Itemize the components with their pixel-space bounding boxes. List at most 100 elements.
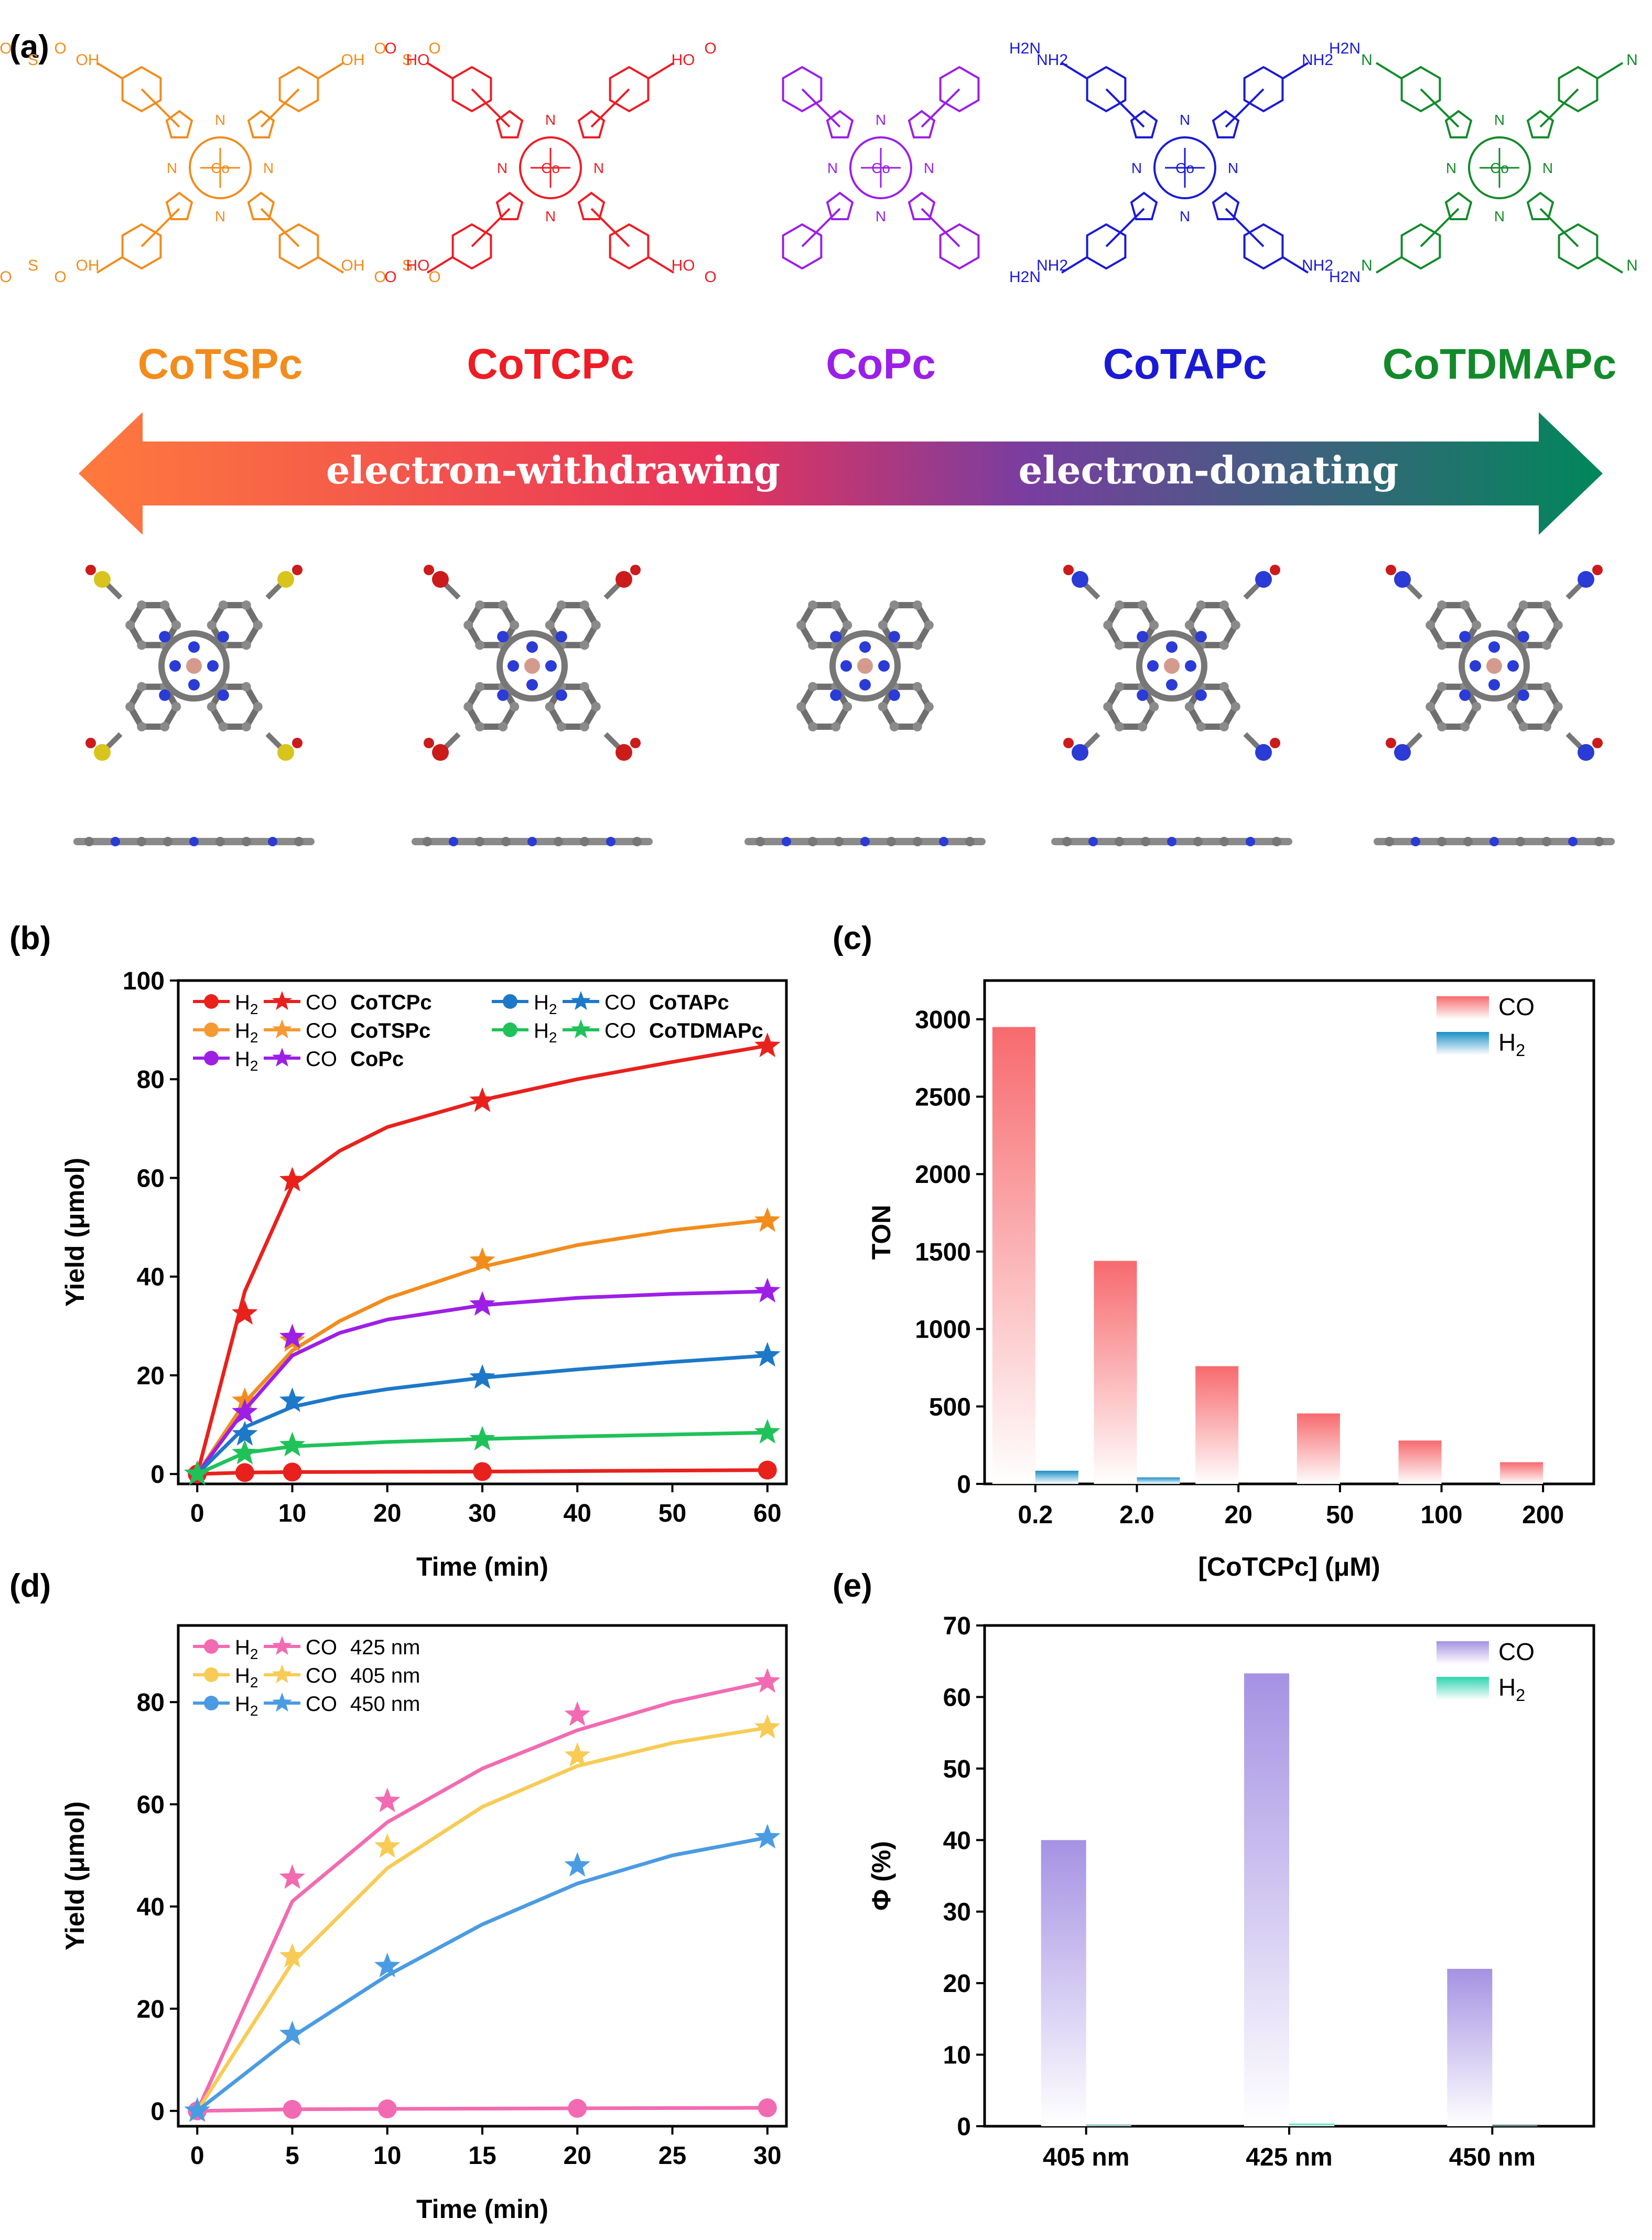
carbon-atom	[1518, 600, 1528, 610]
carbon-atom	[510, 702, 520, 712]
carbon-atom	[475, 640, 485, 650]
nitrogen-atom	[1470, 660, 1481, 672]
co-data-point	[469, 1087, 495, 1112]
benzene-ring	[1243, 223, 1284, 270]
ring-nitrogen-label: N	[827, 160, 838, 176]
y-axis-label: Φ (%)	[867, 1841, 896, 1911]
y-tick-label: 3000	[915, 1006, 971, 1034]
ring-nitrogen-label: N	[1542, 160, 1553, 176]
legend: CO H2	[1437, 1638, 1535, 1705]
legend-co-marker	[272, 991, 292, 1010]
carbon-atom	[579, 721, 589, 731]
legend-h2-label: H2	[235, 1693, 258, 1719]
carbon-atom	[1219, 682, 1229, 692]
series-cotcpc-h2	[188, 1460, 777, 1484]
legend-h2-label: H2	[235, 1636, 258, 1662]
ring-nitrogen-label: N	[263, 160, 274, 176]
carbon-atom	[463, 620, 473, 630]
carbon-atom	[1115, 682, 1125, 692]
substituent-atom	[616, 744, 632, 761]
fusion-bond	[921, 88, 960, 128]
metal-label: Co	[871, 160, 890, 176]
y-tick-label: 500	[929, 1393, 971, 1421]
substituent-atom-label: O	[54, 40, 66, 57]
carbon-atom	[1219, 721, 1229, 731]
h2-data-point	[473, 1462, 492, 1481]
substituent-atom	[277, 744, 294, 761]
bar-co	[992, 1027, 1035, 1484]
legend-co-label: CO	[306, 1636, 337, 1659]
nitrogen-atom	[555, 631, 567, 643]
bar-co	[1500, 1462, 1543, 1484]
carbon-atom	[808, 721, 818, 731]
side-atom	[1542, 837, 1551, 846]
oxygen-atom	[1270, 565, 1280, 575]
co-data-point	[564, 1701, 590, 1726]
y-tick-label: 40	[137, 1893, 165, 1921]
carbon-atom	[1507, 702, 1517, 712]
bar-co	[1297, 1413, 1340, 1484]
bar-h2	[1035, 1470, 1078, 1484]
ring-nitrogen-label: N	[876, 208, 886, 224]
legend-co-label: CO	[306, 1048, 337, 1071]
side-atom	[1385, 837, 1394, 846]
macrocycle-ring	[849, 136, 912, 199]
legend-h2-marker	[204, 1667, 219, 1682]
substituent-bond	[426, 62, 454, 80]
ring-nitrogen-label: N	[924, 160, 934, 176]
y-tick-label: 60	[137, 1165, 165, 1192]
fit-curve	[196, 1218, 768, 1476]
carbon-atom	[1518, 721, 1528, 731]
substituent-atom-label: H2N	[1329, 40, 1361, 57]
h2-data-point	[568, 2098, 587, 2118]
co-data-point	[374, 1833, 401, 1858]
substituent-atom	[94, 571, 111, 588]
substituent-bond	[1061, 62, 1088, 80]
carbon-atom	[125, 702, 135, 712]
carbon-atom	[1426, 702, 1435, 712]
carbon-atom	[1219, 640, 1229, 650]
substituent-atom-label: NH2	[1302, 51, 1333, 69]
panel-label: (b)	[9, 920, 51, 956]
substituent-atom-label: H2N	[1329, 268, 1361, 286]
carbon-atom	[207, 702, 217, 712]
legend-h2-label: H2	[534, 991, 557, 1017]
legend-co-label: CO	[306, 1693, 337, 1716]
substituent-bond	[1061, 256, 1088, 274]
nitrogen-atom	[526, 641, 538, 653]
oxygen-atom	[85, 738, 96, 748]
carbon-atom	[1230, 620, 1240, 630]
ring-nitrogen-label: N	[593, 160, 604, 176]
substituent-atom-label: S	[402, 51, 413, 69]
legend-swatch	[1437, 1641, 1489, 1664]
substituent-atom	[432, 571, 449, 588]
fusion-bond	[141, 208, 180, 247]
substituent-atom-label: O	[384, 268, 396, 286]
side-atom	[580, 837, 589, 846]
bar-co	[1094, 1261, 1137, 1484]
benzene-ring	[609, 223, 650, 270]
nitrogen-atom	[497, 631, 509, 643]
legend: CO H2	[1437, 993, 1535, 1060]
legend-h2-marker	[503, 1022, 517, 1037]
molecule-name: CoPc	[826, 340, 936, 388]
legend-swatch	[1437, 1032, 1489, 1055]
substituent-atom-label: HO	[672, 51, 695, 69]
carbon-atom	[1507, 620, 1517, 630]
substituent-atom-label: OH	[76, 257, 100, 274]
x-category-label: 200	[1522, 1501, 1564, 1529]
co-data-point	[754, 1207, 781, 1232]
nitrogen-atom	[1517, 689, 1529, 701]
legend-series-name: 425 nm	[350, 1636, 420, 1659]
nitrogen-atom	[1459, 689, 1471, 701]
carbon-atom	[831, 600, 841, 610]
legend-series-name: 405 nm	[350, 1664, 420, 1687]
legend-co-marker	[571, 991, 591, 1010]
substituent-bond	[317, 62, 344, 80]
y-tick-label: 1500	[915, 1239, 971, 1266]
ring-nitrogen-label: N	[545, 112, 556, 128]
carbon-atom	[912, 600, 922, 610]
molecule-name: CoTAPc	[1103, 340, 1267, 388]
